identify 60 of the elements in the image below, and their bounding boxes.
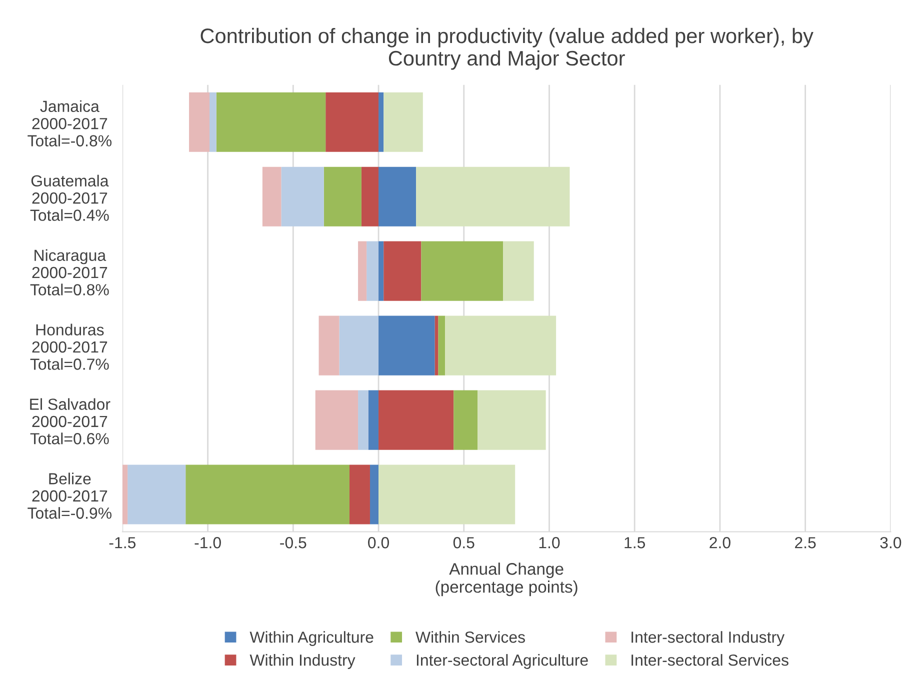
bar [281,166,324,226]
bar [128,464,186,524]
bar [262,166,282,226]
bar [186,464,350,524]
legend-label: Within Industry [250,654,356,669]
y-tick-label: Guatemala 2000-2017 Total=0.4% [30,174,109,221]
legend-label: Within Services [416,631,525,643]
bar [378,316,435,376]
bar [210,92,216,152]
x-tick-label: -0.5 [280,537,306,548]
legend-label: Inter-sectoral Services [632,654,788,666]
x-tick-label: 2.0 [710,537,730,548]
bar [503,241,534,301]
bar [318,316,340,376]
y-tick-label: Jamaica 2000-2017 Total=-0.8% [28,100,112,146]
bar [370,464,379,524]
bar [366,241,379,301]
bar [378,464,516,524]
bar [350,464,370,524]
bar [361,166,379,226]
bar [358,241,367,301]
bar [216,92,326,152]
bar [384,241,422,301]
bar [122,464,128,524]
bar [378,390,454,450]
bar [358,390,368,450]
bar [378,166,416,226]
x-tick-label: 0.0 [368,537,389,548]
y-tick-label: Nicaragua 2000-2017 Total=0.8% [30,249,109,296]
x-tick-label: 0.5 [453,537,474,548]
x-axis-title: Annual Change (percentage points) [436,562,578,596]
bar [324,166,362,226]
bar [378,241,384,301]
bar [326,92,379,152]
legend-label: Inter-sectoral Industry [632,631,785,646]
bar [368,390,379,450]
bar [478,390,546,450]
x-tick-label: 1.0 [539,537,560,548]
bar [438,316,446,376]
bar [416,166,570,226]
legend-label: Within Agriculture [250,631,374,646]
bar [421,241,504,301]
bar [189,92,210,152]
x-tick-label: -1.5 [109,537,136,548]
y-tick-label: Honduras 2000-2017 Total=0.7% [30,324,109,370]
bar [339,316,379,376]
bar [454,390,478,450]
bar [384,92,423,152]
bar [434,316,438,376]
y-tick-label: Belize 2000-2017 Total=-0.9% [28,472,112,519]
bar [315,390,358,450]
x-tick-label: 2.5 [795,537,816,548]
y-tick-label: El Salvador 2000-2017 Total=0.6% [30,398,110,444]
bar [445,316,556,376]
legend-label: Inter-sectoral Agriculture [416,654,588,669]
x-tick-label: 1.5 [624,537,646,548]
chart-title: Contribution of change in productivity (value added per worker), by Country and Major Sector [200,28,814,70]
x-tick-label: -1.0 [194,537,221,548]
x-tick-label: 3.0 [880,537,902,548]
bar [378,92,384,152]
